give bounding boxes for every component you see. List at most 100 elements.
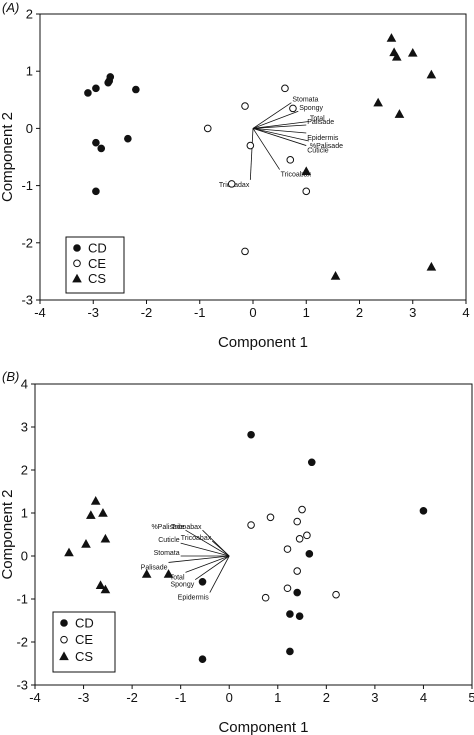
point-ce xyxy=(241,247,249,256)
y-tick-label: -3 xyxy=(21,293,33,308)
loading-vector xyxy=(252,128,307,146)
loading-label: Palisade xyxy=(307,119,334,126)
point-ce xyxy=(247,521,255,529)
point-ce xyxy=(295,535,304,543)
point-cs xyxy=(81,539,91,548)
loading-vector xyxy=(180,542,230,557)
point-cd xyxy=(307,458,316,467)
legend-marker-cs xyxy=(59,651,69,661)
point-cd xyxy=(97,144,106,153)
x-tick-label: 0 xyxy=(226,690,233,705)
point-ce xyxy=(289,104,297,113)
point-cs xyxy=(86,510,96,519)
point-cd xyxy=(104,78,112,87)
point-cs xyxy=(95,580,106,589)
point-cd xyxy=(84,89,92,97)
loading-label: Tricoabax xyxy=(171,524,202,531)
legend-marker-ce xyxy=(73,259,81,268)
loading-vector xyxy=(209,555,230,593)
loading-label: %Palisade xyxy=(310,143,343,150)
point-cs xyxy=(100,584,111,594)
point-ce xyxy=(266,513,275,522)
legend-label-cd: CD xyxy=(88,241,107,256)
loading-vector xyxy=(252,128,307,134)
point-cd xyxy=(92,138,100,147)
point-cs xyxy=(426,261,437,271)
x-tick-label: 3 xyxy=(409,305,416,320)
y-tick-label: 3 xyxy=(21,420,28,435)
loading-vector xyxy=(252,124,307,129)
x-tick-label: 4 xyxy=(462,305,469,320)
loading-vector xyxy=(185,529,230,557)
point-ce xyxy=(293,517,302,526)
point-ce xyxy=(241,102,249,110)
y-tick-label: 2 xyxy=(21,463,28,478)
loading-vector xyxy=(252,128,310,142)
point-ce xyxy=(286,156,295,164)
point-cs xyxy=(391,51,402,61)
point-ce xyxy=(203,124,212,133)
legend-label-cs: CS xyxy=(88,271,106,286)
point-ce xyxy=(303,531,311,540)
x-tick-label: 1 xyxy=(303,305,310,320)
x-tick-label: 5 xyxy=(468,690,474,705)
point-cd xyxy=(247,430,255,439)
y-tick-label: -1 xyxy=(21,178,33,193)
loading-label: Total xyxy=(170,574,185,581)
loading-vector xyxy=(249,128,254,180)
point-ce xyxy=(302,187,311,196)
point-cs xyxy=(141,569,152,578)
point-cs xyxy=(100,533,111,543)
y-axis-title: Component 2 xyxy=(0,489,16,579)
plot-frame xyxy=(34,383,473,686)
point-cs xyxy=(407,47,418,57)
point-cd xyxy=(293,588,302,597)
panel-label: (A) xyxy=(2,0,19,15)
y-tick-label: 4 xyxy=(21,377,28,392)
point-ce xyxy=(332,590,340,599)
loading-label: Stomata xyxy=(292,97,318,104)
loading-label: Tricoabax xyxy=(281,172,312,179)
legend-label-ce: CE xyxy=(75,632,93,647)
panel-label: (B) xyxy=(2,369,19,384)
x-tick-label: 4 xyxy=(420,690,427,705)
x-tick-label: -3 xyxy=(78,690,90,705)
y-tick-label: 0 xyxy=(26,121,33,136)
x-tick-label: 1 xyxy=(274,690,281,705)
point-cs xyxy=(426,69,437,79)
loading-vector xyxy=(252,128,280,170)
y-tick-label: 1 xyxy=(21,506,28,521)
legend-label-cd: CD xyxy=(75,616,94,631)
point-ce xyxy=(293,567,302,575)
y-tick-label: -2 xyxy=(21,235,33,250)
loading-label: %Palisade xyxy=(151,524,184,531)
x-tick-label: -4 xyxy=(29,690,41,705)
legend-marker-cs xyxy=(72,273,82,283)
point-cd xyxy=(92,187,100,196)
point-cs xyxy=(98,508,108,517)
legend-marker-cd xyxy=(73,244,81,252)
loading-label: Stomata xyxy=(154,550,180,557)
point-cs xyxy=(394,109,405,118)
point-ce xyxy=(246,141,255,150)
point-cd xyxy=(92,84,100,93)
x-tick-label: -1 xyxy=(175,690,187,705)
point-cs xyxy=(330,271,341,280)
loading-label: Total xyxy=(310,116,325,123)
point-cd xyxy=(132,85,140,94)
x-tick-label: 2 xyxy=(356,305,363,320)
loading-vector xyxy=(168,555,230,563)
x-tick-label: 0 xyxy=(249,305,256,320)
y-tick-label: 0 xyxy=(21,549,28,564)
loading-label: Epidermis xyxy=(178,595,210,602)
y-tick-label: 2 xyxy=(26,7,33,22)
point-cs xyxy=(373,97,383,107)
loading-vector xyxy=(185,555,230,573)
loading-label: Tricoabax xyxy=(181,535,212,542)
x-tick-label: 3 xyxy=(371,690,378,705)
x-tick-label: -1 xyxy=(194,305,206,320)
loading-vector xyxy=(211,540,230,557)
legend-marker-cd xyxy=(60,619,68,627)
point-ce xyxy=(261,593,270,602)
